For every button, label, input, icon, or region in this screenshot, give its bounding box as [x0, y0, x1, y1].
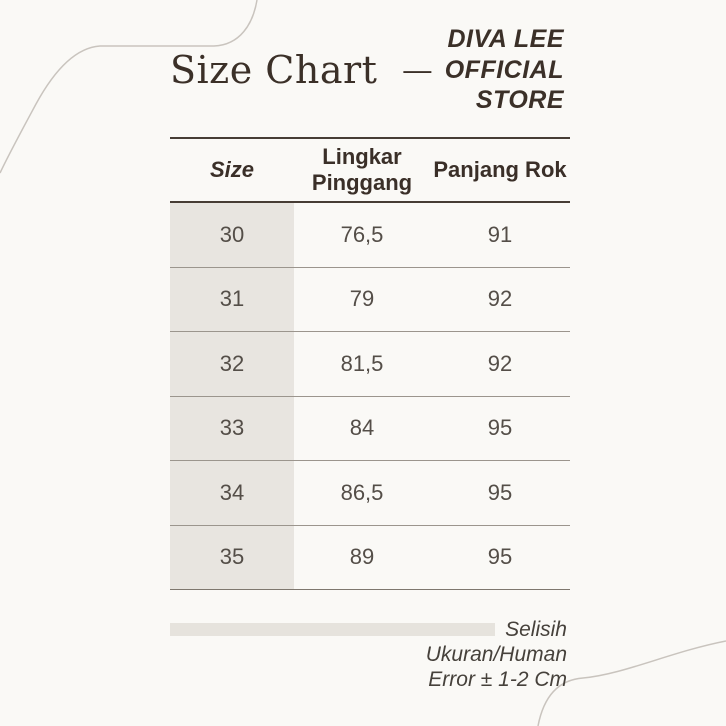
tolerance-note-line: Ukuran/Human — [425, 643, 567, 667]
panjang-rok-cell: 92 — [487, 286, 513, 312]
lingkar-pinggang-cell: 81,5 — [340, 350, 384, 376]
header: Size Chart — DIVA LEE OFFICIAL STORE — [170, 22, 564, 118]
column-header-panjang-rok: Panjang Rok — [433, 156, 567, 182]
size-cell: 33 — [170, 396, 294, 460]
lingkar-pinggang-cell: 86,5 — [340, 479, 384, 505]
note-highlight-bar — [170, 623, 496, 637]
title-dash: — — [403, 54, 432, 85]
store-name-line: OFFICIAL — [444, 55, 564, 84]
size-cell: 35 — [170, 525, 294, 589]
size-cell: 30 — [170, 203, 294, 267]
table-row: 31 79 92 — [170, 267, 570, 332]
size-cell: 31 — [170, 267, 294, 331]
panjang-rok-cell: 95 — [487, 479, 513, 505]
store-name: DIVA LEE OFFICIAL STORE — [445, 24, 564, 116]
panjang-rok-cell: 91 — [487, 221, 513, 247]
size-cell: 34 — [170, 461, 294, 525]
column-header-lingkar-pinggang: Lingkar Pinggang — [311, 143, 413, 195]
panjang-rok-cell: 92 — [487, 350, 513, 376]
lingkar-pinggang-cell: 76,5 — [340, 221, 384, 247]
table-row: 30 76,5 91 — [170, 203, 570, 268]
tolerance-note-text: Selisih — [505, 618, 567, 641]
lingkar-pinggang-cell: 79 — [349, 286, 375, 312]
table-row: 32 81,5 92 — [170, 332, 570, 397]
lingkar-pinggang-cell: 89 — [349, 544, 375, 570]
panjang-rok-cell: 95 — [487, 415, 513, 441]
size-table: Size Lingkar Pinggang Panjang Rok 30 76,… — [170, 137, 570, 590]
page-title: Size Chart — [170, 48, 378, 92]
table-row: 35 89 95 — [170, 525, 570, 590]
table-header-row: Size Lingkar Pinggang Panjang Rok — [170, 137, 570, 203]
panjang-rok-cell: 95 — [487, 544, 513, 570]
tolerance-note-line: Error ± 1-2 Cm — [428, 668, 567, 692]
column-header-size: Size — [209, 156, 255, 182]
tolerance-note: Selisih Ukuran/Human Error ± 1-2 Cm — [170, 617, 567, 693]
table-row: 34 86,5 95 — [170, 461, 570, 526]
size-cell: 32 — [170, 332, 294, 396]
table-row: 33 84 95 — [170, 396, 570, 461]
lingkar-pinggang-cell: 84 — [349, 415, 375, 441]
store-name-line: STORE — [475, 86, 564, 115]
store-name-line: DIVA LEE — [447, 25, 564, 54]
tolerance-note-line: Selisih — [170, 617, 567, 642]
